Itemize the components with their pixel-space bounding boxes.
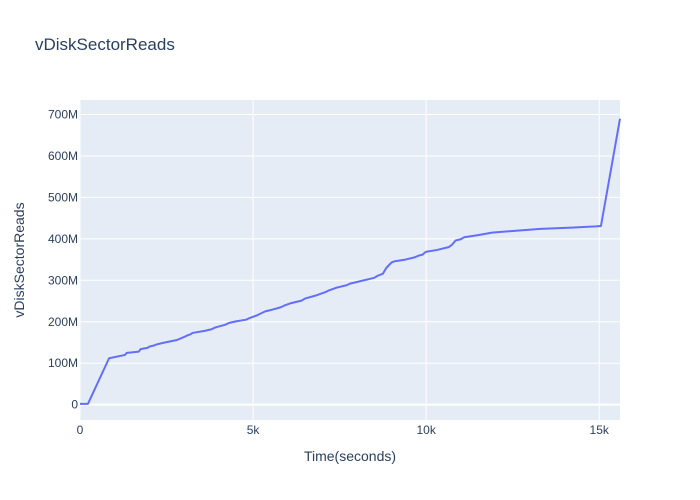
y-tick-label: 400M bbox=[48, 232, 78, 246]
y-tick-label: 0 bbox=[71, 398, 78, 412]
x-tick-label: 5k bbox=[247, 423, 261, 437]
y-tick-label: 300M bbox=[48, 273, 78, 287]
x-axis-title: Time(seconds) bbox=[304, 448, 396, 464]
x-axis-ticks: 0 5k 10k 15k bbox=[77, 423, 610, 437]
x-tick-label: 15k bbox=[590, 423, 610, 437]
series-layer bbox=[80, 118, 621, 405]
y-axis-title: vDiskSectorReads bbox=[11, 202, 27, 317]
series-line bbox=[80, 118, 621, 405]
y-axis-ticks: 0 100M 200M 300M 400M 500M 600M 700M bbox=[48, 108, 78, 412]
y-tick-label: 100M bbox=[48, 356, 78, 370]
x-tick-label: 0 bbox=[77, 423, 84, 437]
y-tick-label: 600M bbox=[48, 149, 78, 163]
y-tick-label: 500M bbox=[48, 190, 78, 204]
y-tick-label: 200M bbox=[48, 315, 78, 329]
plot-area bbox=[80, 100, 620, 420]
y-tick-label: 700M bbox=[48, 108, 78, 122]
chart-title: vDiskSectorReads bbox=[35, 35, 175, 54]
grid-lines bbox=[79, 100, 620, 420]
x-tick-label: 10k bbox=[416, 423, 436, 437]
